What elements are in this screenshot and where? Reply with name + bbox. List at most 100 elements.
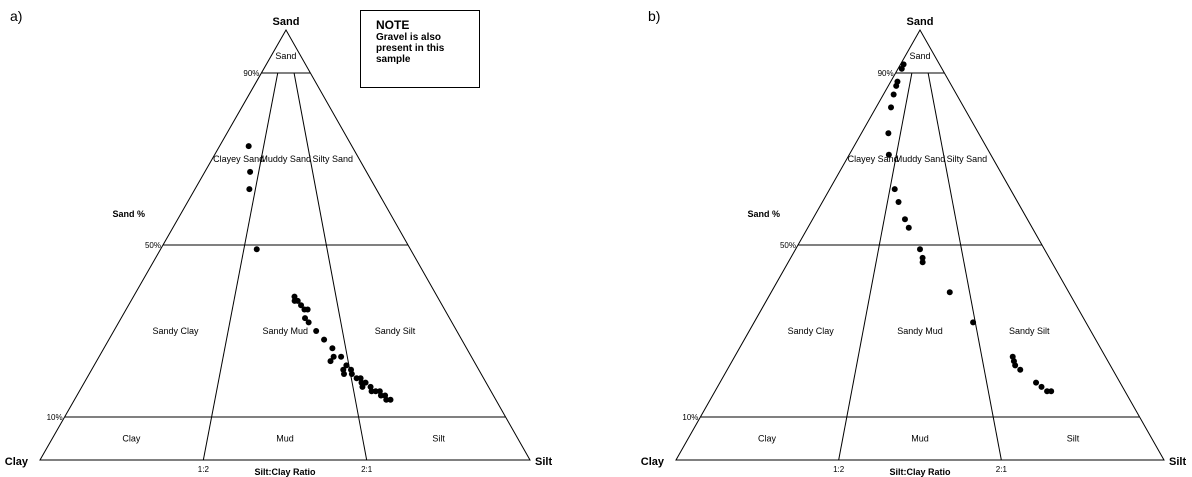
- data-point: [253, 246, 260, 253]
- panel-label: a): [10, 8, 23, 24]
- ratio-boundary-line: [293, 72, 368, 461]
- sand-axis-title: Sand %: [747, 209, 780, 219]
- data-point: [294, 297, 301, 304]
- ratio-tick-label: 2:1: [361, 465, 373, 474]
- data-point: [338, 353, 345, 360]
- data-point: [1017, 366, 1024, 373]
- data-point: [888, 104, 895, 111]
- ratio-boundary-line: [927, 72, 1002, 461]
- sand-tick-label: 50%: [780, 241, 796, 250]
- data-point: [304, 306, 311, 313]
- field-label: Muddy Sand: [895, 154, 946, 164]
- data-point: [246, 186, 253, 193]
- data-point: [1048, 388, 1055, 395]
- field-label: Sandy Clay: [788, 326, 835, 336]
- panel-label: b): [648, 8, 661, 24]
- data-point: [372, 388, 379, 395]
- base-axis-title: Silt:Clay Ratio: [889, 467, 951, 477]
- note-title: NOTE: [376, 18, 410, 32]
- data-point: [313, 328, 320, 334]
- data-point: [291, 293, 298, 300]
- field-label: Silty Sand: [947, 154, 988, 164]
- field-label: Sand: [275, 51, 296, 61]
- data-point: [359, 383, 366, 390]
- field-label: Sandy Silt: [375, 326, 416, 336]
- data-point: [885, 130, 892, 137]
- data-point: [885, 151, 892, 158]
- data-point: [302, 315, 309, 322]
- data-point: [1012, 362, 1019, 369]
- data-point: [362, 379, 369, 386]
- data-point: [890, 91, 897, 98]
- data-point: [970, 319, 977, 326]
- note-box: NOTE Gravel is also present in this samp…: [360, 10, 480, 88]
- data-point: [917, 246, 923, 253]
- data-point: [245, 143, 252, 150]
- ternary-chart-a: a) 90% 50% 10% 1:2 2:1 Sand Clayey Sand Muddy S…: [5, 8, 553, 477]
- data-point: [905, 224, 912, 231]
- data-point: [898, 65, 905, 72]
- corner-label-silt: Silt: [1169, 456, 1186, 468]
- ratio-boundary-line: [202, 72, 279, 461]
- ratio-tick-label: 2:1: [996, 465, 1008, 474]
- data-point: [341, 371, 347, 377]
- sand-tick-label: 90%: [878, 69, 894, 78]
- field-label: Clayey Sand: [848, 154, 899, 164]
- field-label: Clay: [758, 434, 777, 444]
- data-point: [891, 186, 898, 193]
- sand-axis-title: Sand %: [112, 209, 145, 219]
- data-point: [377, 392, 384, 399]
- data-point: [1044, 388, 1051, 395]
- note-text: Gravel is also present in this sample: [376, 32, 445, 65]
- data-point: [901, 216, 908, 223]
- field-label: Muddy Sand: [260, 154, 311, 164]
- field-label: Sandy Silt: [1009, 326, 1050, 336]
- field-label: Silty Sand: [312, 154, 353, 164]
- corner-label-silt: Silt: [535, 456, 552, 468]
- data-point: [330, 353, 337, 360]
- data-point: [1038, 383, 1045, 390]
- data-point: [895, 199, 902, 205]
- data-point: [946, 289, 953, 296]
- corner-label-clay: Clay: [5, 456, 29, 468]
- data-point: [919, 254, 926, 261]
- data-point: [893, 82, 900, 89]
- field-label: Sandy Mud: [263, 326, 309, 336]
- corner-label-sand: Sand: [907, 16, 934, 28]
- ratio-boundary-line: [838, 72, 913, 461]
- field-label: Sand: [909, 51, 930, 61]
- data-point: [305, 319, 312, 326]
- data-point: [298, 302, 305, 309]
- field-label: Clayey Sand: [213, 154, 264, 164]
- data-point: [1033, 379, 1040, 386]
- data-point: [329, 345, 336, 352]
- ratio-tick-label: 1:2: [198, 465, 210, 474]
- data-point: [383, 396, 390, 403]
- data-point: [327, 358, 334, 365]
- sand-tick-label: 10%: [47, 413, 63, 422]
- field-label: Sandy Clay: [153, 326, 200, 336]
- field-label: Silt: [1067, 434, 1080, 444]
- field-label: Clay: [122, 434, 141, 444]
- field-label: Mud: [911, 434, 929, 444]
- field-label: Silt: [432, 434, 445, 444]
- sand-tick-label: 10%: [682, 413, 698, 422]
- data-point: [919, 259, 926, 266]
- ratio-tick-label: 1:2: [833, 465, 845, 474]
- sand-tick-label: 90%: [243, 69, 259, 78]
- field-label: Mud: [276, 434, 294, 444]
- base-axis-title: Silt:Clay Ratio: [254, 467, 316, 477]
- sand-tick-label: 50%: [145, 241, 161, 250]
- data-point: [368, 388, 375, 395]
- data-point: [321, 336, 328, 343]
- data-point: [343, 362, 350, 369]
- field-label: Sandy Mud: [897, 326, 943, 336]
- data-point: [348, 371, 355, 377]
- data-point: [247, 168, 254, 175]
- data-point: [387, 396, 394, 403]
- corner-label-sand: Sand: [273, 16, 300, 28]
- ternary-chart-b: b) 90% 50% 10% 1:2 2:1 Sand Clayey Sand Muddy S…: [636, 0, 1192, 477]
- corner-label-clay: Clay: [641, 456, 665, 468]
